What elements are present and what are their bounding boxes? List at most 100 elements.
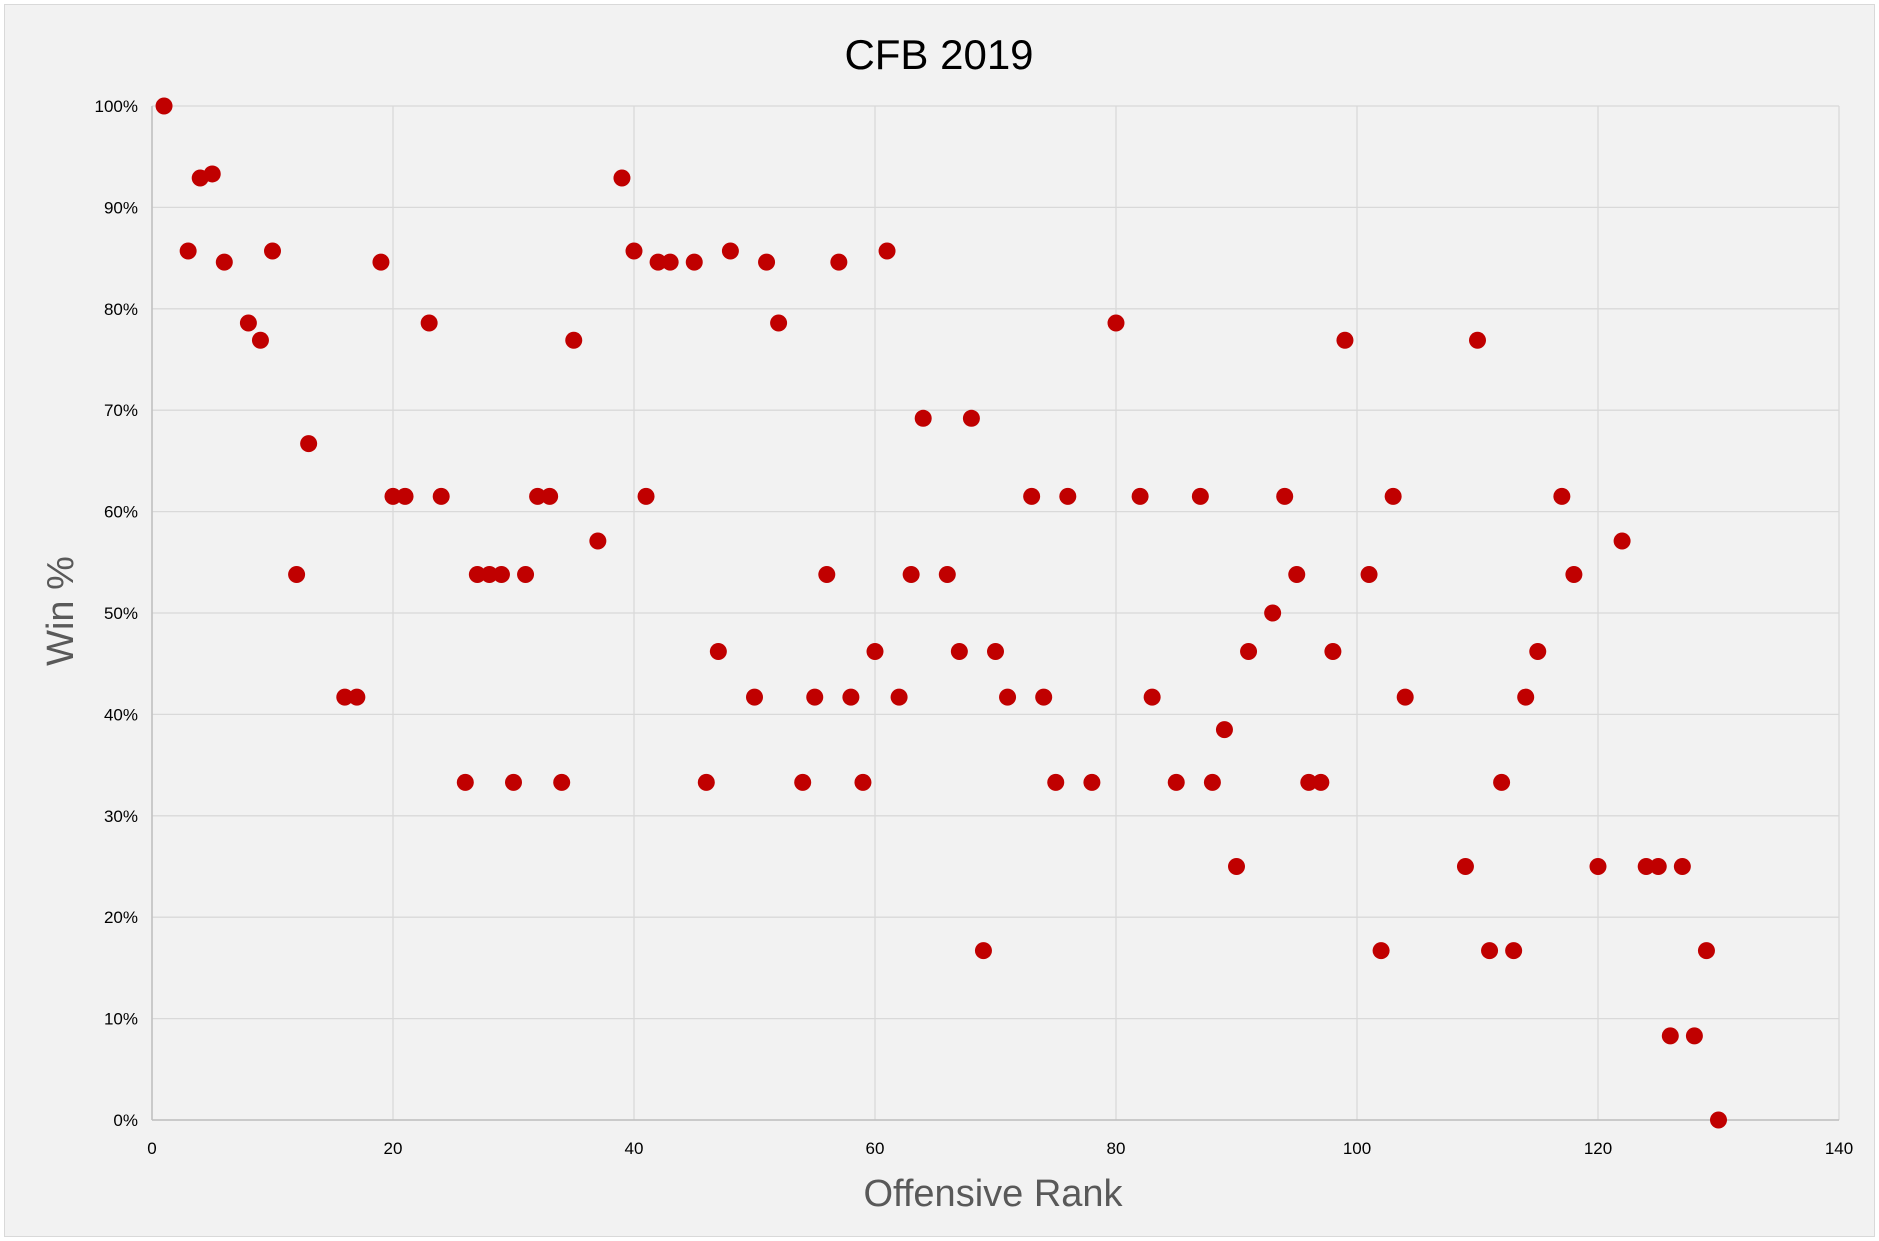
x-tick-label: 60 — [866, 1139, 885, 1158]
data-point — [1083, 773, 1101, 791]
data-point — [1107, 314, 1125, 332]
data-point — [1661, 1027, 1679, 1045]
data-point — [1228, 858, 1245, 875]
chart-title: CFB 2019 — [844, 31, 1033, 78]
axis-lines — [151, 106, 1839, 1121]
x-tick-label: 140 — [1825, 1139, 1853, 1158]
data-point — [842, 688, 860, 706]
data-point — [1710, 1111, 1727, 1129]
data-point — [1649, 858, 1667, 875]
data-point — [1697, 942, 1715, 960]
data-point — [517, 565, 535, 583]
data-point — [830, 253, 848, 271]
data-point — [902, 565, 920, 583]
data-point — [468, 565, 486, 583]
scatter-chart: 0% 10% 20% 30% 40% 50% 60% 70% 80% 90% 100% 0 20 40 6… — [40, 31, 1853, 1215]
data-point — [1215, 721, 1233, 739]
gridlines — [151, 105, 1840, 1121]
y-tick-label: 40% — [104, 705, 138, 724]
data-point — [1312, 773, 1330, 791]
data-point — [709, 643, 727, 661]
data-point — [950, 643, 968, 661]
x-tick-label: 40 — [625, 1139, 644, 1158]
data-point — [1456, 858, 1474, 875]
y-axis-ticks: 0% 10% 20% 30% 40% 50% 60% 70% 80% 90% 100% — [95, 97, 138, 1130]
data-point — [987, 643, 1004, 661]
data-point — [962, 409, 980, 427]
y-tick-label: 0% — [113, 1111, 138, 1130]
data-point — [1047, 773, 1065, 791]
data-point — [553, 773, 571, 791]
data-point — [529, 487, 547, 505]
data-point — [806, 688, 824, 706]
data-point — [1324, 643, 1342, 661]
data-point — [251, 331, 269, 349]
y-tick-label: 20% — [104, 908, 138, 927]
data-point — [758, 253, 776, 271]
data-point — [999, 688, 1017, 706]
y-tick-label: 60% — [104, 503, 138, 522]
y-tick-label: 100% — [95, 97, 138, 116]
data-point — [541, 487, 559, 505]
data-point — [288, 565, 306, 583]
x-tick-label: 0 — [147, 1139, 156, 1158]
data-point — [179, 242, 197, 260]
data-point — [239, 314, 257, 332]
data-point — [697, 773, 715, 791]
data-point — [480, 565, 498, 583]
data-point — [505, 773, 522, 791]
data-point — [1035, 688, 1053, 706]
data-point — [384, 487, 402, 505]
data-point — [420, 314, 438, 332]
data-point — [1396, 688, 1414, 706]
data-point — [613, 169, 631, 187]
y-tick-label: 70% — [104, 401, 138, 420]
data-point — [589, 532, 607, 550]
data-points — [155, 97, 1727, 1129]
data-point — [1336, 331, 1354, 349]
data-point — [396, 487, 414, 505]
data-point — [215, 253, 233, 271]
data-point — [1637, 858, 1655, 875]
data-point — [746, 688, 763, 706]
x-axis-ticks: 0 20 40 60 80 100 120 140 — [147, 1139, 1853, 1158]
data-point — [1276, 487, 1294, 505]
data-point — [721, 242, 739, 260]
data-point — [336, 688, 354, 706]
data-point — [1131, 487, 1149, 505]
data-point — [300, 435, 318, 453]
data-point — [1384, 487, 1402, 505]
data-point — [685, 253, 703, 271]
chart-area: 0% 10% 20% 30% 40% 50% 60% 70% 80% 90% 100% 0 20 40 6… — [4, 4, 1875, 1237]
data-point — [1264, 604, 1282, 622]
data-point — [914, 409, 932, 427]
y-tick-label: 50% — [104, 604, 138, 623]
data-point — [794, 773, 812, 791]
data-point — [203, 165, 221, 183]
x-axis-title: Offensive Rank — [863, 1173, 1123, 1215]
data-point — [155, 97, 173, 115]
data-point — [1167, 773, 1185, 791]
data-point — [1613, 532, 1631, 550]
data-point — [348, 688, 366, 706]
x-tick-label: 120 — [1584, 1139, 1612, 1158]
data-point — [1240, 643, 1258, 661]
data-point — [1143, 688, 1161, 706]
data-point — [661, 253, 679, 271]
data-point — [649, 253, 667, 271]
data-point — [878, 242, 896, 260]
data-point — [1191, 487, 1209, 505]
x-tick-label: 100 — [1343, 1139, 1371, 1158]
y-tick-label: 80% — [104, 300, 138, 319]
data-point — [432, 487, 450, 505]
data-point — [1023, 487, 1041, 505]
data-point — [1360, 565, 1378, 583]
data-point — [938, 565, 956, 583]
data-point — [1505, 942, 1523, 960]
data-point — [1565, 565, 1583, 583]
data-point — [637, 487, 655, 505]
x-tick-label: 20 — [384, 1139, 403, 1158]
data-point — [1517, 688, 1535, 706]
data-point — [1553, 487, 1571, 505]
data-point — [264, 242, 281, 260]
